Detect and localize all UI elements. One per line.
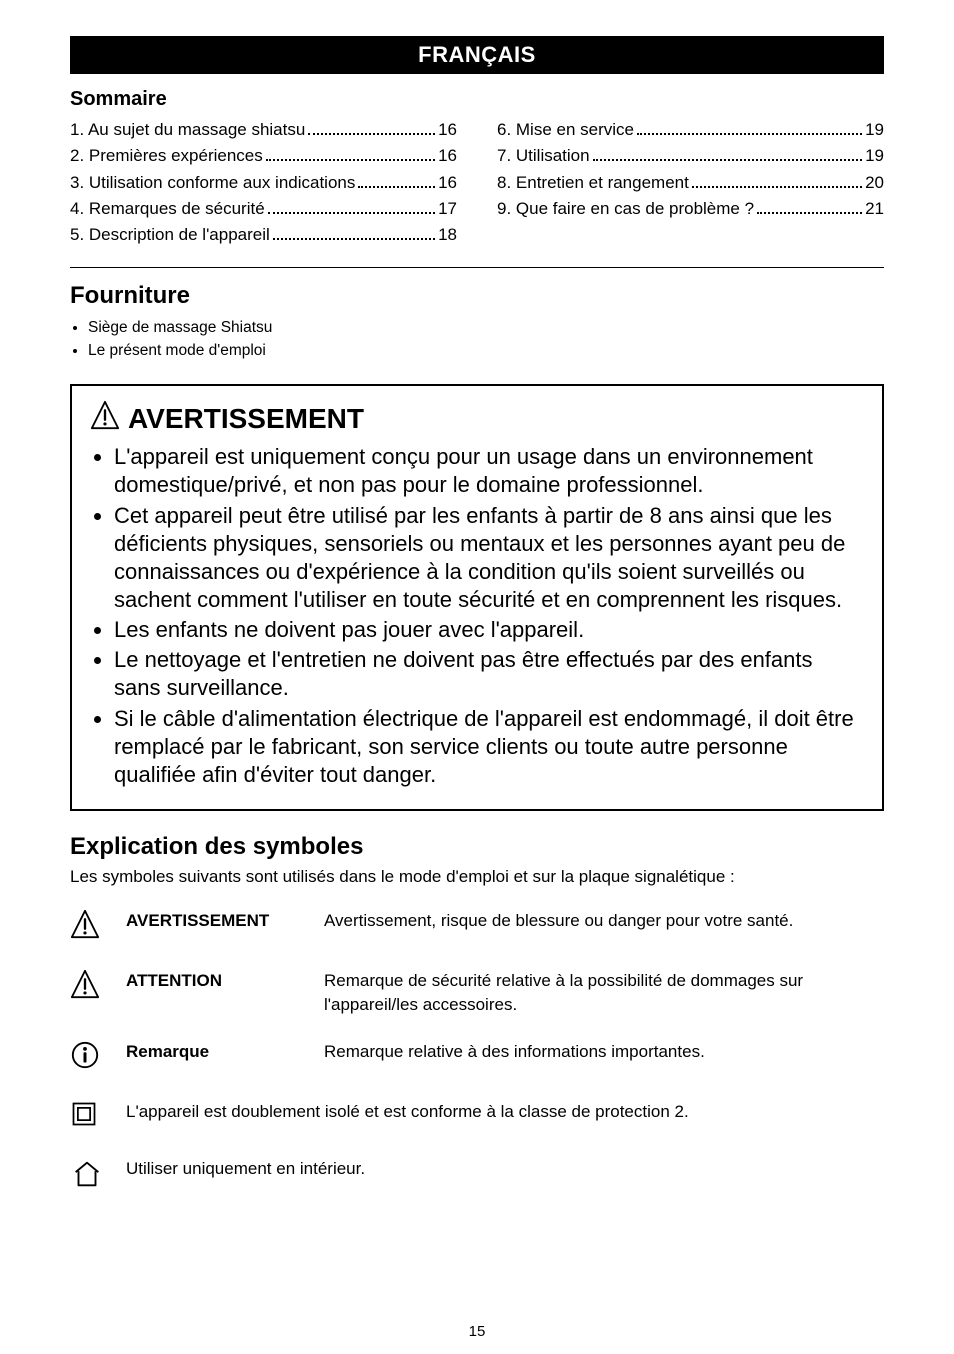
symbol-description: Avertissement, risque de blessure ou dan… (324, 901, 884, 961)
toc-column-right: 6. Mise en service197. Utilisation198. E… (497, 117, 884, 249)
symbols-intro: Les symboles suivants sont utilisés dans… (70, 867, 884, 887)
table-row: L'appareil est doublement isolé et est c… (70, 1092, 884, 1150)
symbol-description: Remarque relative à des informations imp… (324, 1032, 884, 1092)
list-item: Cet appareil peut être utilisé par les e… (114, 502, 864, 615)
warning-triangle-icon (70, 901, 126, 961)
toc-entry-label: 5. Description de l'appareil (70, 222, 270, 248)
double-insulation-icon (70, 1092, 126, 1150)
table-row: RemarqueRemarque relative à des informat… (70, 1032, 884, 1092)
list-item: Les enfants ne doivent pas jouer avec l'… (114, 616, 864, 644)
table-row: Utiliser uniquement en intérieur. (70, 1149, 884, 1213)
sommaire-heading: Sommaire (70, 88, 884, 111)
toc-leader (692, 170, 862, 187)
toc-leader (593, 144, 862, 161)
toc-entry: 5. Description de l'appareil 18 (70, 222, 457, 248)
toc-entry: 8. Entretien et rangement 20 (497, 170, 884, 196)
page-number: 15 (0, 1323, 954, 1340)
toc-entry-label: 9. Que faire en cas de problème ? (497, 196, 754, 222)
toc-entry: 1. Au sujet du massage shiatsu 16 (70, 117, 457, 143)
toc-entry: 7. Utilisation 19 (497, 143, 884, 169)
toc-leader (757, 197, 862, 214)
indoor-use-icon (70, 1149, 126, 1213)
symbols-table: AVERTISSEMENTAvertissement, risque de bl… (70, 901, 884, 1213)
toc-entry-page: 19 (865, 117, 884, 143)
toc-entry: 3. Utilisation conforme aux indications 1… (70, 170, 457, 196)
fourniture-heading: Fourniture (70, 282, 884, 310)
toc-entry-page: 16 (438, 170, 457, 196)
toc-entry: 2. Premières expériences 16 (70, 143, 457, 169)
toc-entry: 6. Mise en service 19 (497, 117, 884, 143)
list-item: Le présent mode d'emploi (88, 339, 884, 362)
warning-title-text: AVERTISSEMENT (128, 403, 364, 435)
page-root: FRANÇAIS Sommaire 1. Au sujet du massage… (0, 0, 954, 1354)
toc-leader (308, 118, 435, 135)
toc-entry-label: 8. Entretien et rangement (497, 170, 689, 196)
toc-entry-label: 6. Mise en service (497, 117, 634, 143)
table-row: ATTENTIONRemarque de sécurité relative à… (70, 961, 884, 1032)
toc-entry-page: 21 (865, 196, 884, 222)
toc-entry-label: 3. Utilisation conforme aux indications (70, 170, 355, 196)
toc-entry-label: 7. Utilisation (497, 143, 590, 169)
toc-entry-label: 2. Premières expériences (70, 143, 263, 169)
toc-entry-page: 17 (438, 196, 457, 222)
toc-leader (358, 170, 435, 187)
toc-entry-page: 16 (438, 117, 457, 143)
symbols-heading: Explication des symboles (70, 833, 884, 861)
toc-leader (637, 118, 862, 135)
symbol-term: Remarque (126, 1032, 324, 1092)
toc-entry-label: 1. Au sujet du massage shiatsu (70, 117, 305, 143)
info-icon (70, 1032, 126, 1092)
warning-triangle-icon (90, 400, 120, 437)
warning-title-row: AVERTISSEMENT (90, 400, 864, 437)
toc-leader (266, 144, 435, 161)
toc-entry-page: 18 (438, 222, 457, 248)
fourniture-list: Siège de massage ShiatsuLe présent mode … (70, 316, 884, 363)
list-item: Siège de massage Shiatsu (88, 316, 884, 339)
toc-entry: 4. Remarques de sécurité 17 (70, 196, 457, 222)
list-item: Si le câble d'alimentation électrique de… (114, 705, 864, 789)
toc-entry-page: 16 (438, 143, 457, 169)
toc-entry-label: 4. Remarques de sécurité (70, 196, 265, 222)
warning-bullet-list: L'appareil est uniquement conçu pour un … (90, 443, 864, 789)
toc-entry: 9. Que faire en cas de problème ? 21 (497, 196, 884, 222)
language-banner: FRANÇAIS (70, 36, 884, 74)
toc-entry-page: 19 (865, 143, 884, 169)
symbol-description: L'appareil est doublement isolé et est c… (126, 1092, 884, 1150)
symbol-description: Utiliser uniquement en intérieur. (126, 1149, 884, 1213)
symbol-term: ATTENTION (126, 961, 324, 1032)
symbol-term: AVERTISSEMENT (126, 901, 324, 961)
toc-column-left: 1. Au sujet du massage shiatsu162. Premi… (70, 117, 457, 249)
toc-leader (273, 223, 435, 240)
divider (70, 267, 884, 268)
toc-entry-page: 20 (865, 170, 884, 196)
toc: 1. Au sujet du massage shiatsu162. Premi… (70, 117, 884, 249)
list-item: Le nettoyage et l'entretien ne doivent p… (114, 646, 864, 702)
warning-triangle-icon (70, 961, 126, 1032)
table-row: AVERTISSEMENTAvertissement, risque de bl… (70, 901, 884, 961)
list-item: L'appareil est uniquement conçu pour un … (114, 443, 864, 499)
symbol-description: Remarque de sécurité relative à la possi… (324, 961, 884, 1032)
warning-box: AVERTISSEMENT L'appareil est uniquement … (70, 384, 884, 811)
toc-leader (268, 197, 435, 214)
